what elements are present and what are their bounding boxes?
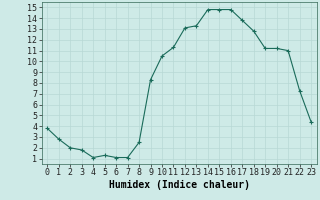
X-axis label: Humidex (Indice chaleur): Humidex (Indice chaleur) [109, 180, 250, 190]
